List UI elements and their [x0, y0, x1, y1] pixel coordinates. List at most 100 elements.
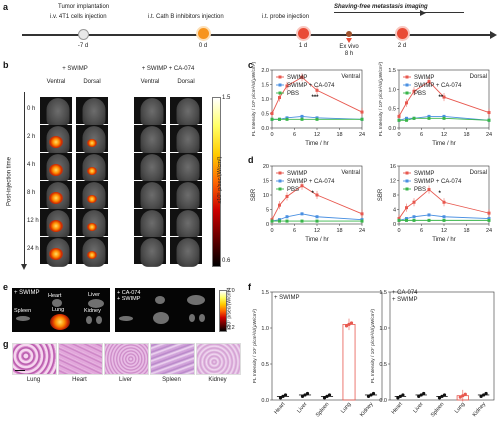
timeline-axis	[22, 34, 492, 36]
data-point	[487, 118, 491, 122]
data-point	[285, 194, 289, 198]
event-dot-2	[298, 28, 309, 39]
x-tick-label: 0	[270, 132, 273, 138]
bar-right-group-1: + CA-074	[392, 290, 418, 296]
y-tick-label: 1.0	[261, 326, 269, 332]
mouse-image	[76, 97, 108, 127]
histology-row: Lung Heart Liver Spleen Kidney	[12, 343, 241, 387]
colorbar-min: 0.6	[222, 258, 231, 264]
fluorescence-signal	[49, 164, 63, 176]
data-point	[360, 212, 364, 216]
panel-label-d: d	[248, 155, 254, 165]
data-point	[315, 117, 319, 121]
bar-chart-swimp: 0.0 0.5 1.0 1.5 FL Intensity / 10⁷ p/cm²/s/(…	[252, 290, 383, 418]
fluorescence-signal	[49, 220, 63, 232]
legend-marker	[278, 91, 282, 95]
x-tick-label: 18	[463, 132, 469, 138]
organ-heart	[52, 299, 62, 307]
mouse-image	[40, 237, 72, 267]
mouse-silhouette	[176, 154, 200, 183]
organ-liver-ctrl	[187, 295, 205, 305]
data-point	[300, 75, 304, 79]
replicate-point	[327, 393, 332, 397]
line-charts: 0.0 0.5 1.0 1.5 2.0 0 6 12 18 24 Time / hr FL Inten…	[251, 62, 492, 243]
group-label-0: + SWIMP	[62, 66, 88, 72]
y-tick-label: 0.5	[261, 112, 269, 118]
data-point	[412, 200, 416, 204]
fluorescence-signal	[87, 251, 97, 259]
data-point	[300, 212, 304, 216]
data-point	[405, 101, 408, 105]
exvivo-dot	[346, 31, 352, 37]
histology-label-lung: Lung	[26, 377, 41, 383]
data-point	[285, 84, 289, 88]
mouse-image	[134, 97, 166, 127]
mouse-image	[170, 153, 202, 183]
panel-label-c: c	[248, 60, 254, 70]
y-axis-label: FL Intensity / 10⁵ p/cm²/s/(μW/cm²)	[378, 62, 384, 136]
series-line	[271, 185, 363, 220]
x-axis-label: Time / hr	[305, 141, 328, 147]
replicate-point	[482, 393, 486, 397]
data-point	[487, 217, 491, 221]
y-tick-label: 12	[390, 179, 396, 185]
legend-label: SWIMP + CA-074	[287, 83, 335, 89]
mouse-silhouette	[176, 126, 200, 155]
data-point	[405, 217, 408, 221]
y-axis-label: SBR	[378, 188, 384, 201]
panel-label-b: b	[3, 60, 9, 70]
data-point	[427, 188, 431, 192]
fluorescence-signal	[49, 192, 63, 204]
exvivo-arrow-icon	[346, 38, 352, 43]
replicate-point	[303, 393, 307, 397]
fluorescence-signal	[87, 223, 97, 231]
event-top-2: i.t. probe injection	[262, 14, 310, 20]
y-axis-label: FL Intensity / 10⁷ p/cm²/s/(μW/cm²)	[370, 309, 376, 383]
x-tick-label: 6	[420, 132, 423, 138]
significance-label: *	[439, 191, 442, 197]
chart-subtitle: Dorsal	[470, 170, 487, 176]
group-label-1: + SWIMP + CA-074	[141, 66, 195, 72]
category-label: Spleen	[315, 401, 331, 418]
category-label: Spleen	[430, 401, 446, 418]
panel-label-g: g	[3, 339, 9, 349]
replicate-point	[371, 391, 376, 396]
legend-marker	[278, 171, 282, 175]
mouse-silhouette	[176, 210, 200, 239]
legend-marker	[405, 187, 409, 191]
y-axis-label: FL Intensity / 10⁵ p/cm²/s/(μW/cm²)	[251, 62, 257, 136]
data-point	[360, 219, 364, 223]
data-point	[405, 218, 408, 222]
data-point	[300, 117, 304, 121]
data-point	[360, 117, 364, 121]
mouse-image	[170, 125, 202, 155]
bar	[342, 324, 356, 401]
y-tick-label: 0.0	[261, 398, 269, 404]
bar-left-group: + SWIMP	[274, 295, 300, 301]
data-point	[405, 206, 408, 210]
mouse-silhouette	[176, 98, 200, 127]
x-tick-label: 12	[314, 132, 320, 138]
bar-chart-ca074: 0.0 0.5 1.0 1.5 FL Intensity / 10⁷ p/cm²/s/(…	[370, 290, 495, 418]
replicate-point	[325, 394, 329, 398]
event-top-1: i.t. Cath B inhibitors injection	[148, 14, 224, 20]
data-point	[442, 215, 446, 219]
view-label-0: Ventral	[46, 79, 66, 85]
mouse-image	[40, 181, 72, 211]
legend-marker	[405, 179, 409, 183]
y-tick-label: 1.5	[261, 290, 269, 296]
series-line	[398, 81, 490, 117]
y-tick-label: 10	[263, 193, 269, 199]
panel-label-f: f	[248, 282, 251, 292]
legend-label: SWIMP	[287, 171, 307, 177]
data-point	[397, 118, 401, 122]
series-line	[398, 188, 490, 219]
organ-kidney-ctrl-2	[199, 314, 205, 322]
legend-label: SWIMP	[414, 171, 434, 177]
mouse-image	[76, 125, 108, 155]
event-time-1: 0 d	[198, 43, 208, 49]
y-tick-label: 2.0	[261, 68, 269, 74]
exvivo-colorbar	[219, 290, 227, 332]
replicate-point	[344, 324, 349, 328]
category-label: Kidney	[359, 401, 375, 418]
